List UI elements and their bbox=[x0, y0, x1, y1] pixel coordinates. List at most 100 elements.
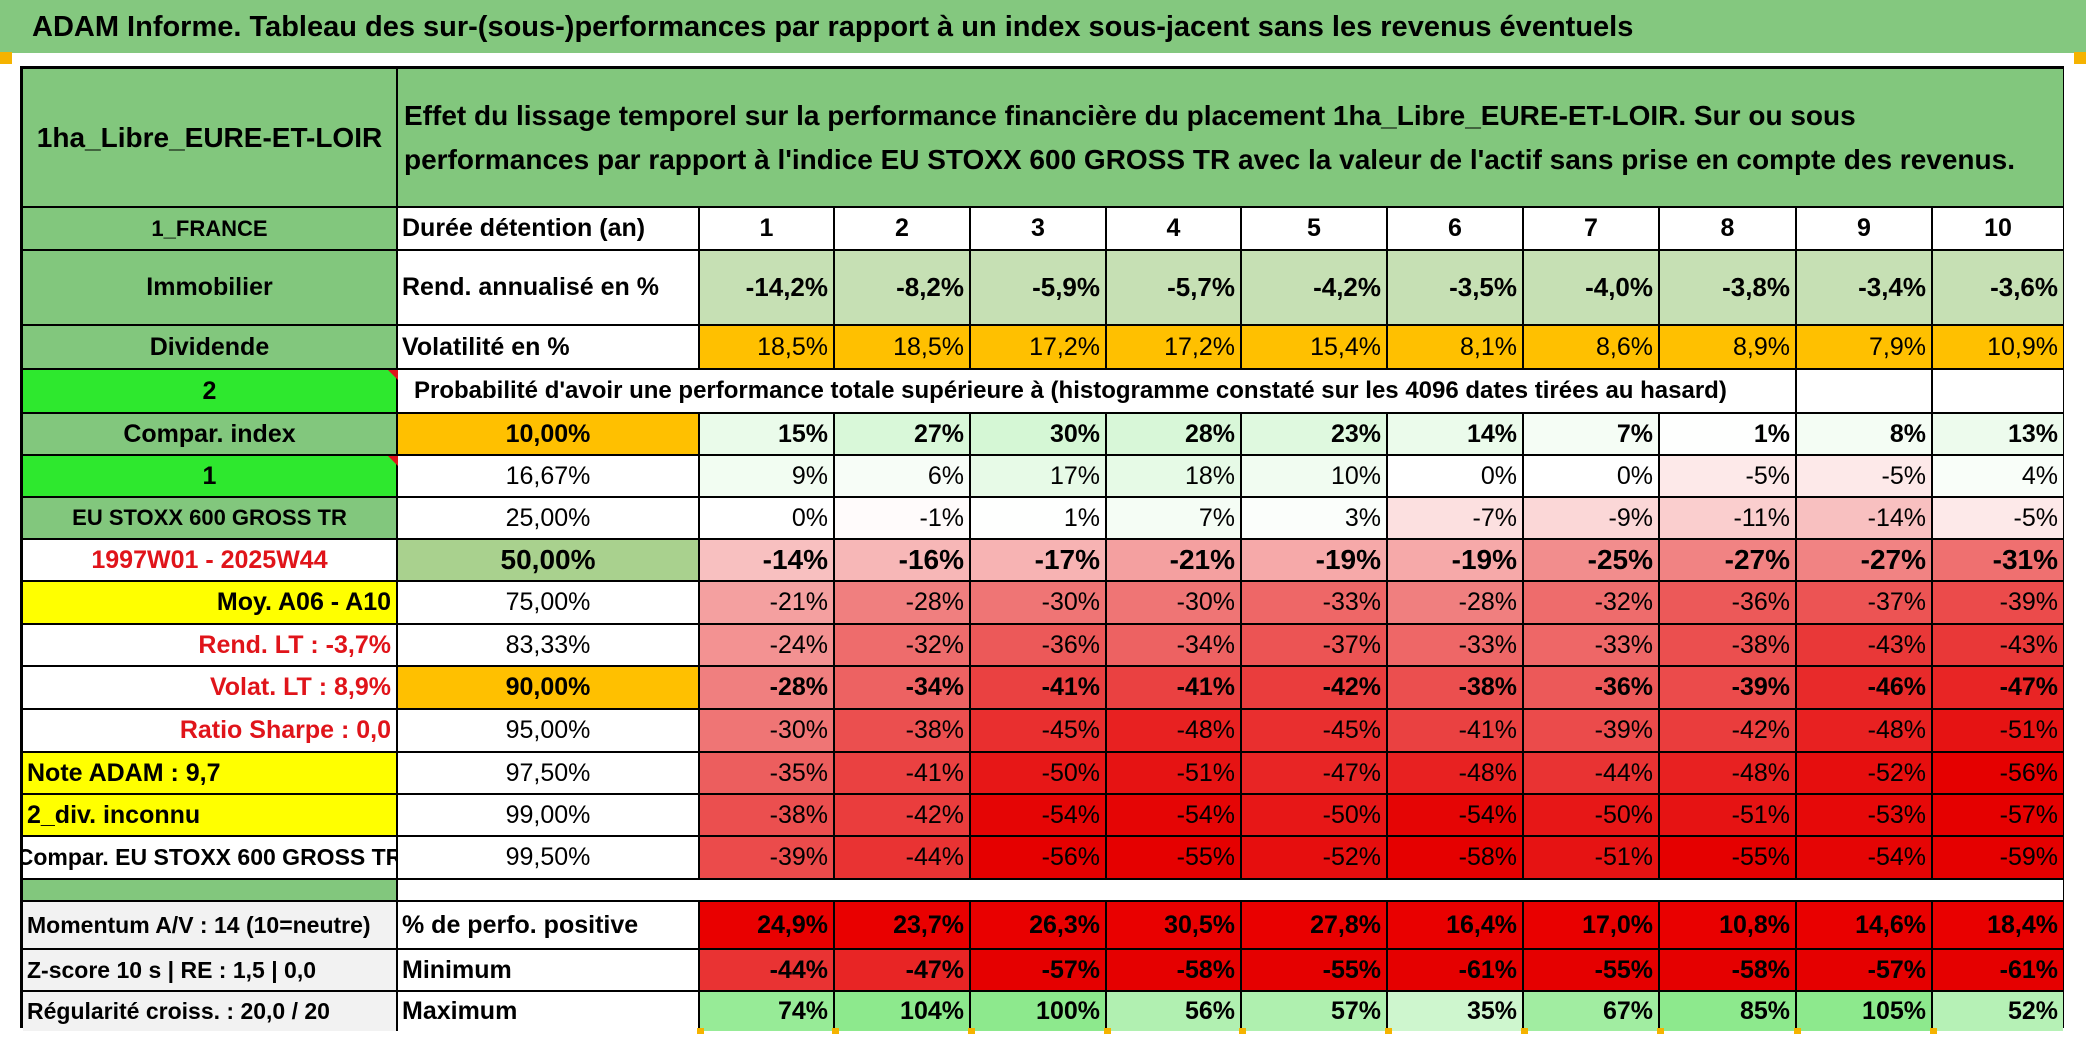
proba-value: -24% bbox=[700, 625, 835, 667]
percentile-cell: 25,00% bbox=[398, 498, 700, 540]
proba-value: -14% bbox=[1797, 498, 1933, 540]
proba-value: 18% bbox=[1107, 456, 1242, 498]
percentile-cell: 50,00% bbox=[398, 540, 700, 582]
momentum-cell: Momentum A/V : 14 (10=neutre) bbox=[23, 902, 398, 950]
rend-value: -8,2% bbox=[835, 251, 971, 326]
proba-value: 23% bbox=[1242, 414, 1388, 456]
income-cell: Dividende bbox=[23, 326, 398, 370]
proba-value: -32% bbox=[835, 625, 971, 667]
report-table: 1ha_Libre_EURE-ET-LOIR Effet du lissage t… bbox=[20, 66, 2064, 1034]
column-tick bbox=[1930, 1028, 1937, 1034]
proba-value: 17% bbox=[971, 456, 1107, 498]
vol-value: 17,2% bbox=[971, 326, 1107, 370]
proba-value: 13% bbox=[1933, 414, 2063, 456]
corner-marker bbox=[2074, 52, 2086, 64]
proba-value: -48% bbox=[1107, 710, 1242, 753]
proba-value: -33% bbox=[1242, 582, 1388, 625]
minimum-value: -57% bbox=[1797, 950, 1933, 992]
proba-value: -58% bbox=[1388, 837, 1524, 880]
year-header: 3 bbox=[971, 208, 1107, 251]
minimum-value: -61% bbox=[1388, 950, 1524, 992]
year-header: 9 bbox=[1797, 208, 1933, 251]
maximum-value: 52% bbox=[1933, 992, 2063, 1031]
vol-value: 8,1% bbox=[1388, 326, 1524, 370]
description-cell: Effet du lissage temporel sur la perform… bbox=[398, 69, 2063, 208]
comment-marker bbox=[388, 456, 398, 466]
proba-value: 3% bbox=[1242, 498, 1388, 540]
rend-value: -5,9% bbox=[971, 251, 1107, 326]
proba-value: -37% bbox=[1242, 625, 1388, 667]
proba-value: -38% bbox=[1660, 625, 1797, 667]
percentile-cell: 75,00% bbox=[398, 582, 700, 625]
empty-cell bbox=[1933, 370, 2063, 414]
proba-value: 0% bbox=[1388, 456, 1524, 498]
proba-value: -51% bbox=[1107, 753, 1242, 795]
proba-value: -51% bbox=[1524, 837, 1660, 880]
report-title: ADAM Informe. Tableau des sur-(sous-)per… bbox=[32, 11, 1634, 43]
rend-value: -3,4% bbox=[1797, 251, 1933, 326]
proba-value: -34% bbox=[835, 667, 971, 710]
proba-value: -36% bbox=[971, 625, 1107, 667]
minimum-value: -47% bbox=[835, 950, 971, 992]
zscore-cell: Z-score 10 s | RE : 1,5 | 0,0 bbox=[23, 950, 398, 992]
compar-index-no: 1 bbox=[23, 456, 398, 498]
spacer-cell bbox=[398, 880, 2063, 902]
proba-value: 27% bbox=[835, 414, 971, 456]
column-tick bbox=[1239, 1028, 1246, 1034]
vol-value: 8,9% bbox=[1660, 326, 1797, 370]
proba-value: 4% bbox=[1933, 456, 2063, 498]
proba-value: -21% bbox=[1107, 540, 1242, 582]
year-header: 5 bbox=[1242, 208, 1388, 251]
rend-lt-cell: Rend. LT : -3,7% bbox=[23, 625, 398, 667]
maximum-value: 35% bbox=[1388, 992, 1524, 1031]
proba-value: -50% bbox=[971, 753, 1107, 795]
rend-value: -3,6% bbox=[1933, 251, 2063, 326]
proba-value: 7% bbox=[1107, 498, 1242, 540]
proba-value: -51% bbox=[1660, 795, 1797, 837]
proba-value: -5% bbox=[1933, 498, 2063, 540]
proba-value: -34% bbox=[1107, 625, 1242, 667]
empty-cell bbox=[1797, 370, 1933, 414]
rend-value: -3,8% bbox=[1660, 251, 1797, 326]
sharpe-cell: Ratio Sharpe : 0,0 bbox=[23, 710, 398, 753]
proba-value: -1% bbox=[835, 498, 971, 540]
rend-value: -4,0% bbox=[1524, 251, 1660, 326]
vol-label: Volatilité en % bbox=[398, 326, 700, 370]
proba-value: 9% bbox=[700, 456, 835, 498]
proba-value: -28% bbox=[1388, 582, 1524, 625]
proba-value: -27% bbox=[1797, 540, 1933, 582]
proba-value: -5% bbox=[1660, 456, 1797, 498]
proba-value: -41% bbox=[1388, 710, 1524, 753]
minimum-value: -58% bbox=[1660, 950, 1797, 992]
proba-value: -48% bbox=[1797, 710, 1933, 753]
proba-value: -37% bbox=[1797, 582, 1933, 625]
proba-value: -41% bbox=[1107, 667, 1242, 710]
proba-value: -54% bbox=[971, 795, 1107, 837]
rend-value: -4,2% bbox=[1242, 251, 1388, 326]
proba-value: -54% bbox=[1388, 795, 1524, 837]
period-cell: 1997W01 - 2025W44 bbox=[23, 540, 398, 582]
proba-value: 0% bbox=[1524, 456, 1660, 498]
rend-label: Rend. annualisé en % bbox=[398, 251, 700, 326]
proba-value: -32% bbox=[1524, 582, 1660, 625]
div-cell: 2_div. inconnu bbox=[23, 795, 398, 837]
proba-value: -44% bbox=[835, 837, 971, 880]
proba-value: 1% bbox=[971, 498, 1107, 540]
proba-value: -52% bbox=[1797, 753, 1933, 795]
proba-value: -38% bbox=[835, 710, 971, 753]
proba-value: -42% bbox=[835, 795, 971, 837]
proba-value: -39% bbox=[1933, 582, 2063, 625]
proba-value: -46% bbox=[1797, 667, 1933, 710]
vol-value: 17,2% bbox=[1107, 326, 1242, 370]
index-no-cell: 2 bbox=[23, 370, 398, 414]
column-tick bbox=[1521, 1028, 1528, 1034]
maximum-value: 56% bbox=[1107, 992, 1242, 1031]
maximum-value: 100% bbox=[971, 992, 1107, 1031]
positive-value: 14,6% bbox=[1797, 902, 1933, 950]
column-tick bbox=[832, 1028, 839, 1034]
positive-value: 30,5% bbox=[1107, 902, 1242, 950]
proba-value: -55% bbox=[1660, 837, 1797, 880]
vol-value: 7,9% bbox=[1797, 326, 1933, 370]
proba-value: -38% bbox=[1388, 667, 1524, 710]
proba-value: 15% bbox=[700, 414, 835, 456]
